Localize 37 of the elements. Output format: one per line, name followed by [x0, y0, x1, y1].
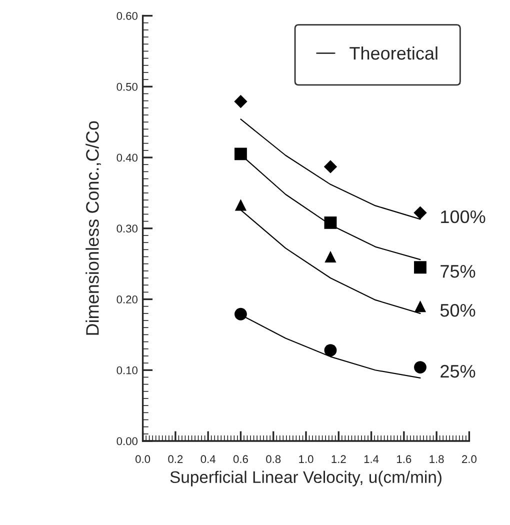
point: [234, 94, 248, 108]
point: [234, 308, 247, 320]
series-label: 50%: [440, 304, 476, 317]
y-tick-label: 0.10: [116, 366, 138, 374]
x-tick-label: 0.4: [200, 455, 216, 464]
y-tick-label: 0.50: [116, 82, 138, 91]
point: [324, 216, 337, 229]
series-label: 25%: [440, 364, 476, 378]
x-axis-title: Superficial Linear Velocity, u(cm/min): [170, 470, 442, 486]
point: [324, 160, 338, 174]
legend-label: Theoretical: [350, 46, 438, 60]
point: [414, 300, 426, 312]
point: [414, 261, 426, 274]
y-tick-label: 0.20: [116, 296, 138, 304]
x-tick-label: 0.6: [233, 455, 248, 464]
y-tick-label: 0.60: [116, 12, 138, 20]
x-tick-label: 1.2: [332, 455, 346, 463]
x-tick-label: 1.4: [364, 455, 379, 463]
point: [414, 361, 426, 374]
y-tick-label: 0.30: [116, 224, 138, 233]
series-label: 75%: [440, 265, 476, 278]
point: [324, 250, 336, 263]
point: [324, 344, 337, 356]
point: [234, 199, 247, 211]
y-tick-label: 0.40: [116, 154, 138, 162]
x-tick-label: 0.2: [168, 455, 183, 464]
y-axis-title: Dimensionless Conc.,C/Co: [86, 121, 101, 335]
point: [234, 148, 247, 160]
y-tick-label: 0.00: [116, 437, 138, 446]
x-tick-label: 1.0: [299, 455, 314, 464]
x-tick-label: 0.0: [136, 455, 150, 464]
x-tick-label: 1.6: [397, 455, 412, 464]
x-tick-label: 0.8: [266, 455, 281, 464]
x-tick-label: 1.8: [430, 455, 444, 464]
point: [414, 206, 427, 220]
series-label: 100%: [441, 210, 486, 224]
x-tick-label: 2.0: [462, 455, 476, 464]
